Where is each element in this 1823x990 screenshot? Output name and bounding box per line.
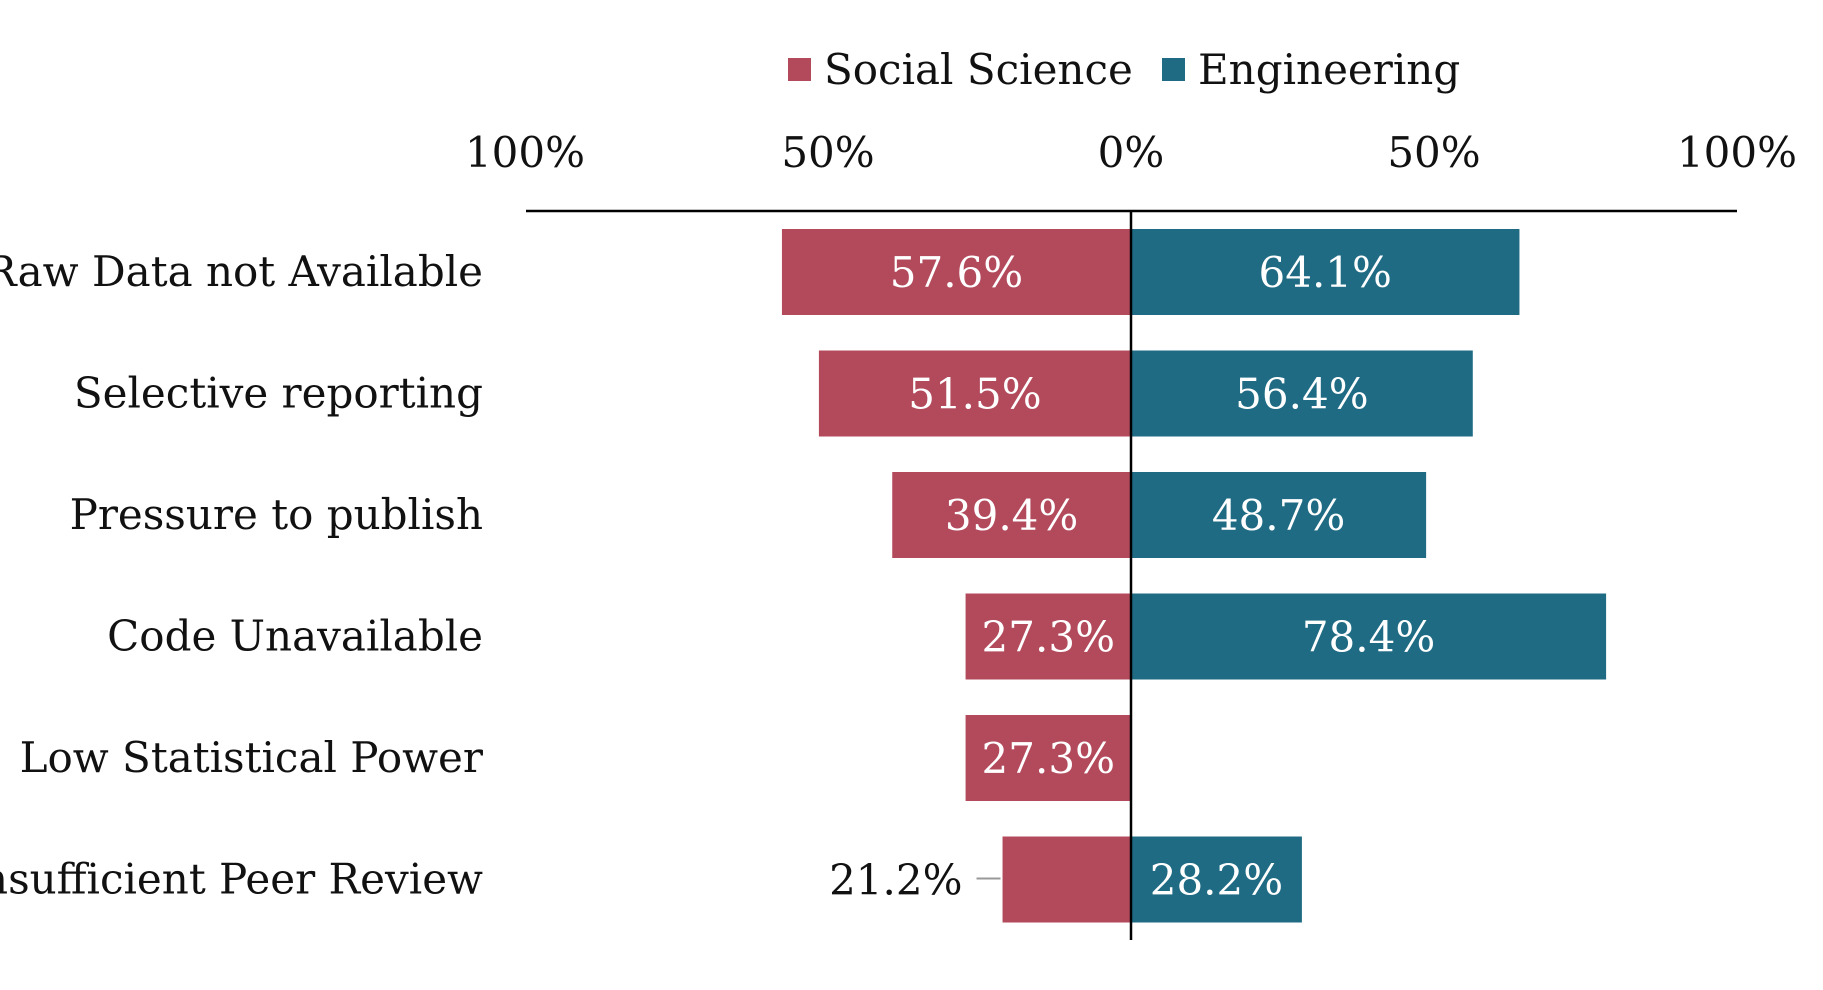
bar-engineering — [1131, 472, 1427, 558]
x-tick-label: 50% — [781, 128, 874, 177]
legend: Social Science Engineering — [788, 45, 1460, 94]
bar-social-science — [965, 593, 1131, 680]
legend-swatch-right — [1162, 58, 1185, 81]
category-labels: Raw Data not Available Selective reportin… — [0, 247, 484, 904]
category-label: Pressure to publish — [70, 490, 483, 539]
value-label-engineering: 56.4% — [1235, 370, 1368, 419]
value-label-social-science: 39.4% — [945, 491, 1078, 540]
bar-social-science — [781, 229, 1131, 315]
bar-social-science — [892, 472, 1131, 558]
bar-engineering — [1131, 350, 1473, 437]
value-label-social-science: 27.3% — [982, 734, 1115, 783]
x-tick-label: 50% — [1387, 128, 1480, 177]
x-axis-ticks: 100% 50% 0% 50% 100% — [465, 128, 1797, 177]
value-label-engineering: 28.2% — [1150, 856, 1283, 905]
bar-social-science — [818, 350, 1131, 437]
category-label: Selective reporting — [74, 369, 483, 418]
value-label-social-science: 27.3% — [982, 613, 1115, 662]
category-label: Raw Data not Available — [0, 247, 483, 296]
legend-swatch-left — [788, 58, 811, 81]
category-label: Insufficient Peer Review — [0, 855, 483, 904]
bar-engineering — [1131, 836, 1302, 923]
legend-label-right: Engineering — [1198, 45, 1460, 94]
value-labels: 57.6% 64.1% 51.5% 56.4% 39.4% 48.7% 27.3% 78.4%… — [829, 248, 1435, 905]
value-label-engineering: 48.7% — [1212, 491, 1345, 540]
value-label-social-science: 57.6% — [890, 248, 1023, 297]
x-tick-label: 0% — [1098, 128, 1165, 177]
value-label-engineering: 64.1% — [1259, 248, 1392, 297]
bars — [781, 229, 1607, 923]
legend-label-left: Social Science — [824, 45, 1133, 94]
value-label-social-science: 21.2% — [829, 856, 962, 905]
axes — [526, 209, 1737, 940]
value-label-engineering: 78.4% — [1302, 613, 1435, 662]
bar-social-science — [1002, 836, 1131, 923]
x-tick-label: 100% — [1677, 128, 1797, 177]
value-label-social-science: 51.5% — [908, 370, 1041, 419]
bar-social-science — [965, 715, 1131, 801]
x-tick-label: 100% — [465, 128, 585, 177]
bar-engineering — [1131, 593, 1607, 680]
bar-engineering — [1131, 229, 1520, 315]
category-label: Low Statistical Power — [20, 733, 484, 782]
category-label: Code Unavailable — [107, 612, 483, 661]
